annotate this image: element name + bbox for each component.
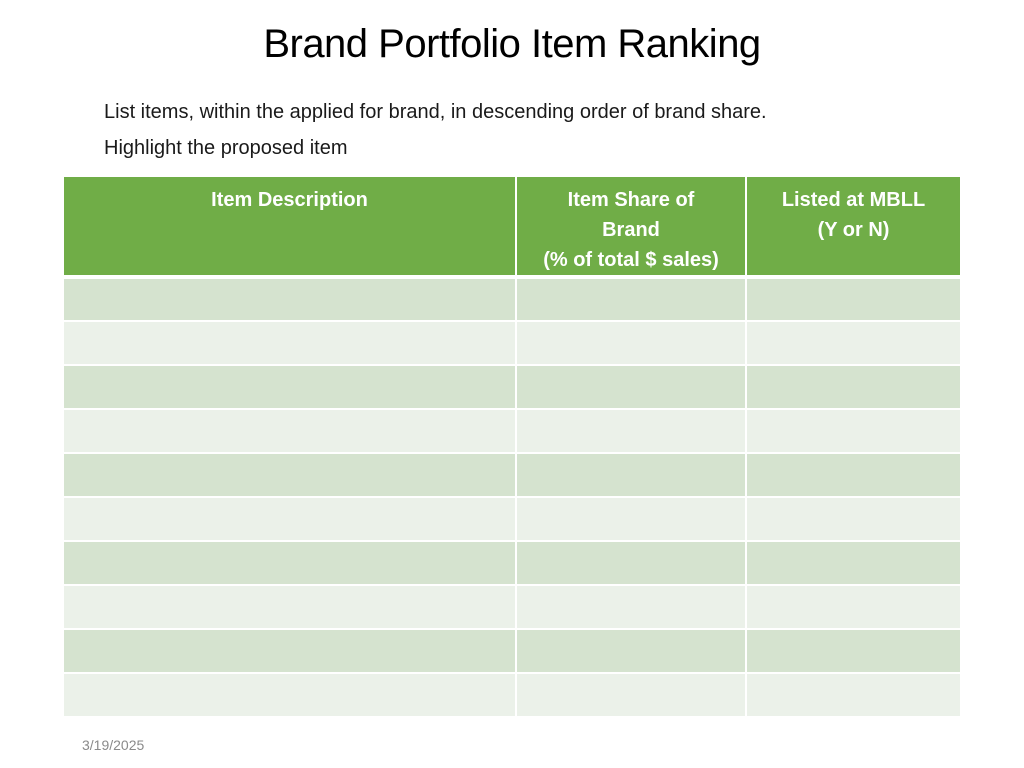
- item-share-cell[interactable]: [516, 321, 747, 366]
- header-line: Listed at MBLL: [781, 189, 926, 211]
- item-share-cell[interactable]: [516, 453, 747, 498]
- table-row: [64, 673, 960, 718]
- instruction-line: List items, within the applied for brand…: [104, 101, 767, 123]
- header-item-share: Item Share of Brand (% of total $ sales): [516, 177, 747, 279]
- table-row: [64, 365, 960, 410]
- item-description-cell[interactable]: [64, 321, 517, 366]
- listed-mbll-cell[interactable]: [746, 409, 960, 454]
- header-line: (% of total $ sales): [543, 249, 719, 271]
- instruction-line: Highlight the proposed item: [104, 137, 348, 159]
- listed-mbll-cell[interactable]: [746, 673, 960, 718]
- listed-mbll-cell[interactable]: [746, 453, 960, 498]
- header-line: Brand: [602, 219, 660, 241]
- table-row: [64, 321, 960, 366]
- listed-mbll-cell[interactable]: [746, 277, 960, 322]
- listed-mbll-cell[interactable]: [746, 585, 960, 630]
- header-line: (Y or N): [817, 219, 890, 241]
- header-line: Item Share of: [567, 189, 695, 211]
- header-listed-mbll: Listed at MBLL (Y or N): [746, 177, 960, 279]
- header-item-description: Item Description: [64, 177, 517, 279]
- item-share-cell[interactable]: [516, 541, 747, 586]
- item-share-cell[interactable]: [516, 673, 747, 718]
- footer-date: 3/19/2025: [82, 737, 145, 753]
- item-description-cell[interactable]: [64, 277, 517, 322]
- table-row: [64, 585, 960, 630]
- listed-mbll-cell[interactable]: [746, 365, 960, 410]
- item-description-cell[interactable]: [64, 409, 517, 454]
- item-share-cell[interactable]: [516, 277, 747, 322]
- table-row: [64, 277, 960, 322]
- item-ranking-table: Item Description Item Share of Brand (% …: [64, 177, 960, 718]
- item-description-cell[interactable]: [64, 453, 517, 498]
- slide-title: Brand Portfolio Item Ranking: [263, 22, 761, 66]
- listed-mbll-cell[interactable]: [746, 497, 960, 542]
- table-header-row: Item Description Item Share of Brand (% …: [64, 177, 960, 279]
- table-row: [64, 453, 960, 498]
- item-share-cell[interactable]: [516, 629, 747, 674]
- instructions: List items, within the applied for brand…: [104, 94, 984, 166]
- table-row: [64, 541, 960, 586]
- item-description-cell[interactable]: [64, 673, 517, 718]
- header-line: Item Description: [211, 189, 368, 211]
- table-body: [64, 277, 960, 718]
- item-description-cell[interactable]: [64, 541, 517, 586]
- table-row: [64, 409, 960, 454]
- item-description-cell[interactable]: [64, 497, 517, 542]
- item-description-cell[interactable]: [64, 629, 517, 674]
- listed-mbll-cell[interactable]: [746, 629, 960, 674]
- listed-mbll-cell[interactable]: [746, 541, 960, 586]
- item-description-cell[interactable]: [64, 365, 517, 410]
- item-share-cell[interactable]: [516, 365, 747, 410]
- item-share-cell[interactable]: [516, 585, 747, 630]
- item-share-cell[interactable]: [516, 497, 747, 542]
- item-description-cell[interactable]: [64, 585, 517, 630]
- table-row: [64, 497, 960, 542]
- table-row: [64, 629, 960, 674]
- listed-mbll-cell[interactable]: [746, 321, 960, 366]
- item-share-cell[interactable]: [516, 409, 747, 454]
